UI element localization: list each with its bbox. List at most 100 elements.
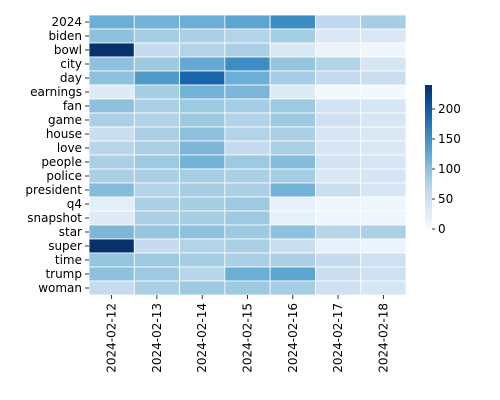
colorbar-segment: [425, 181, 432, 184]
heatmap-cell: [179, 98, 226, 114]
colorbar-segment: [425, 209, 432, 213]
heatmap-cell: [88, 154, 135, 170]
heatmap-cell: [315, 140, 362, 156]
heatmap-cell: [269, 280, 316, 296]
heatmap-cell: [133, 154, 180, 170]
colorbar-segment: [425, 185, 432, 189]
colorbar-segment: [425, 135, 432, 139]
colorbar-tick-label: 0: [438, 222, 446, 236]
heatmap-cell: [315, 252, 362, 268]
colorbar-segment: [425, 109, 432, 112]
heatmap-cell: [179, 224, 226, 240]
heatmap-cell: [269, 196, 316, 212]
colorbar-segment: [425, 195, 432, 199]
colorbar-segment: [425, 113, 432, 117]
y-tick-label: earnings: [30, 85, 82, 99]
heatmap-cell: [360, 252, 407, 268]
x-tick-label: 2024-02-12: [105, 303, 119, 373]
heatmap-cell: [224, 224, 271, 240]
colorbar-segment: [425, 101, 432, 105]
heatmap-cell: [224, 28, 271, 44]
heatmap-cell: [88, 126, 135, 142]
x-tick-label: 2024-02-14: [195, 303, 209, 373]
colorbar-segment: [425, 118, 432, 122]
colorbar-segment: [425, 106, 432, 110]
heatmap-cell: [315, 224, 362, 240]
colorbar-segment: [425, 200, 432, 204]
heatmap-cell: [269, 28, 316, 44]
heatmap-cell: [133, 42, 180, 58]
heatmap-cell: [315, 168, 362, 184]
heatmap-cell: [269, 238, 316, 254]
heatmap-cell: [315, 70, 362, 86]
heatmap-cell: [133, 168, 180, 184]
heatmap-cell: [88, 168, 135, 184]
heatmap-cell: [88, 252, 135, 268]
x-tick-label: 2024-02-17: [331, 303, 345, 373]
heatmap-cell: [360, 112, 407, 128]
colorbar-segment: [425, 205, 432, 208]
heatmap-cell: [224, 56, 271, 72]
heatmap-cell: [133, 70, 180, 86]
heatmap-cell: [360, 14, 407, 30]
heatmap-cell: [224, 140, 271, 156]
colorbar: 0 50 100 150 200: [425, 85, 461, 236]
heatmap-cell: [179, 28, 226, 44]
heatmap-cell: [360, 196, 407, 212]
y-tick-label: snapshot: [27, 211, 82, 225]
heatmap-cell: [360, 154, 407, 170]
colorbar-segment: [425, 214, 432, 218]
heatmap-cell: [179, 70, 226, 86]
colorbar-segment: [425, 193, 432, 196]
colorbar-segment: [425, 159, 432, 163]
colorbar-segment: [425, 221, 432, 225]
heatmap-cell: [133, 238, 180, 254]
colorbar-segment: [425, 104, 432, 108]
heatmap-cell: [88, 210, 135, 226]
heatmap-cell: [88, 70, 135, 86]
heatmap-cell: [133, 210, 180, 226]
heatmap-cell: [224, 210, 271, 226]
heatmap-cell: [224, 280, 271, 296]
colorbar-segment: [425, 133, 432, 136]
heatmap-cell: [88, 140, 135, 156]
colorbar-segment: [425, 116, 432, 120]
y-tick-label: biden: [48, 29, 82, 43]
heatmap-cell: [179, 266, 226, 282]
heatmap-cell: [269, 98, 316, 114]
heatmap-cell: [179, 252, 226, 268]
colorbar-segment: [425, 94, 432, 98]
heatmap-cell: [315, 98, 362, 114]
heatmap-cell: [224, 266, 271, 282]
x-tick-label: 2024-02-15: [241, 303, 255, 373]
heatmap-cell: [179, 84, 226, 100]
heatmap-cell: [360, 70, 407, 86]
y-tick-label: star: [59, 225, 82, 239]
x-tick-labels: 2024-02-12 2024-02-13 2024-02-14 2024-02-15…: [105, 295, 390, 373]
y-tick-label: game: [48, 113, 82, 127]
heatmap-cell: [179, 126, 226, 142]
heatmap-cell: [224, 98, 271, 114]
heatmap-cell: [360, 140, 407, 156]
heatmap-cell: [315, 84, 362, 100]
colorbar-segment: [425, 219, 432, 223]
heatmap-cell: [88, 238, 135, 254]
heatmap-cell: [133, 14, 180, 30]
heatmap-cell: [224, 168, 271, 184]
heatmap-cell: [360, 168, 407, 184]
heatmap-cell: [88, 84, 135, 100]
heatmap-cell: [179, 182, 226, 198]
y-tick-label: woman: [38, 281, 82, 295]
colorbar-segment: [425, 87, 432, 91]
heatmap-cell: [224, 196, 271, 212]
colorbar-segment: [425, 212, 432, 216]
heatmap-cell: [269, 182, 316, 198]
colorbar-segment: [425, 137, 432, 141]
colorbar-segment: [425, 176, 432, 180]
colorbar-segment: [425, 128, 432, 132]
heatmap-cell: [133, 112, 180, 128]
heatmap-cell: [315, 154, 362, 170]
heatmap-cell: [179, 56, 226, 72]
colorbar-segment: [425, 188, 432, 192]
